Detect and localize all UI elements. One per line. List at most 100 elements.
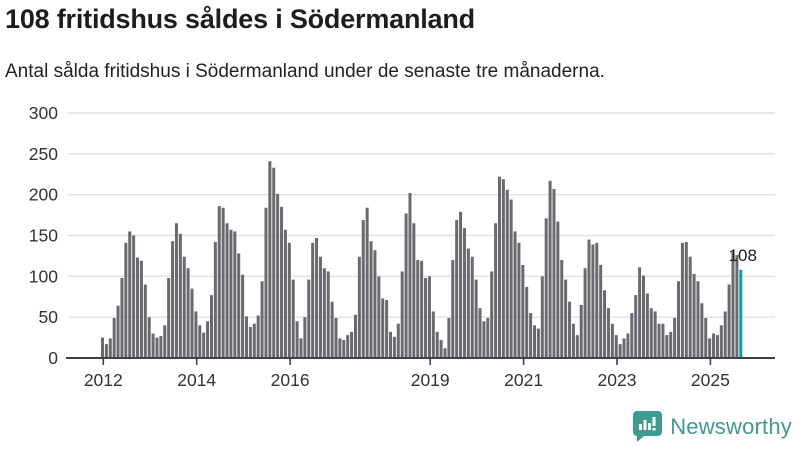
bar	[719, 325, 723, 358]
bar	[591, 244, 595, 358]
bar	[505, 189, 509, 358]
bar	[548, 180, 552, 358]
bar	[264, 207, 268, 358]
bar	[610, 323, 614, 358]
bar	[416, 260, 420, 358]
bar	[638, 267, 642, 358]
bar	[634, 295, 638, 358]
bar	[677, 281, 681, 358]
bar	[291, 279, 295, 358]
bar	[408, 193, 412, 358]
bar	[575, 335, 579, 358]
chart-subtitle: Antal sålda fritidshus i Södermanland un…	[5, 61, 605, 82]
bar	[350, 331, 354, 358]
newsworthy-bubble-chart-icon	[633, 411, 663, 442]
bar	[622, 338, 626, 358]
bar	[132, 235, 136, 358]
bar	[427, 276, 431, 358]
bar	[120, 277, 124, 358]
bar	[139, 260, 143, 358]
bar	[147, 317, 151, 358]
bar	[684, 242, 688, 358]
bar	[256, 315, 260, 358]
bar	[509, 199, 513, 358]
bar	[556, 221, 560, 358]
bar	[381, 298, 385, 358]
bar	[272, 167, 276, 358]
x-tick-label: 2019	[411, 370, 450, 390]
bar	[435, 331, 439, 358]
x-tick-label: 2014	[177, 370, 216, 390]
bar	[342, 340, 346, 358]
y-tick-label: 150	[29, 226, 58, 246]
bar	[715, 335, 719, 358]
bar	[182, 256, 186, 358]
bar	[353, 314, 357, 358]
bar	[606, 308, 610, 358]
y-tick-label: 50	[39, 307, 59, 327]
bar	[653, 311, 657, 358]
bar	[641, 275, 645, 358]
bar	[497, 176, 501, 358]
bar	[194, 311, 198, 358]
bar	[334, 317, 338, 358]
bar	[112, 317, 116, 358]
bar	[712, 333, 716, 358]
bar	[307, 279, 311, 358]
bar	[560, 260, 564, 358]
bar	[544, 218, 548, 358]
x-tick-label: 2016	[271, 370, 310, 390]
bar	[389, 331, 393, 358]
bar	[529, 313, 533, 358]
y-tick-label: 250	[29, 144, 58, 164]
bar	[237, 253, 241, 358]
bar	[330, 301, 334, 358]
bar	[206, 321, 210, 358]
bar	[163, 325, 167, 358]
x-tick-label: 2021	[504, 370, 543, 390]
bar	[688, 256, 692, 358]
bar	[365, 207, 369, 358]
bar	[128, 231, 132, 358]
bar	[108, 338, 112, 358]
bar	[583, 268, 587, 358]
bar-chart-svg: 0 50 100 150 200 250 300 2012 2014 2016 2019 2021 20…	[29, 103, 775, 390]
bar	[178, 233, 182, 358]
bar	[451, 260, 455, 358]
bar	[447, 317, 451, 358]
bar	[322, 268, 326, 358]
bar	[143, 284, 147, 358]
bar	[190, 288, 194, 358]
bar	[104, 344, 108, 358]
bar	[346, 335, 350, 358]
bar	[669, 331, 673, 358]
bar	[377, 276, 381, 358]
bar	[260, 281, 264, 358]
bar	[373, 250, 377, 358]
bar	[439, 340, 443, 358]
bar	[326, 271, 330, 358]
bar	[241, 274, 245, 358]
bar	[696, 281, 700, 358]
bar	[459, 211, 463, 358]
bar	[649, 308, 653, 358]
bar	[536, 328, 540, 358]
bar	[276, 193, 280, 358]
bar	[229, 229, 233, 358]
bar	[708, 338, 712, 358]
bar	[735, 255, 739, 358]
y-tick-label: 300	[29, 103, 58, 123]
newsworthy-logo[interactable]: Newsworthy	[632, 410, 792, 443]
bar	[455, 219, 459, 358]
bar	[396, 323, 400, 358]
bar	[400, 271, 404, 358]
bar	[283, 229, 287, 358]
newsworthy-wordmark: Newsworthy	[670, 413, 792, 439]
bar	[167, 277, 171, 358]
x-tick-label: 2025	[691, 370, 730, 390]
bar	[151, 333, 155, 358]
bar	[490, 271, 494, 358]
bar	[579, 304, 583, 358]
bar	[665, 335, 669, 358]
bar	[101, 337, 104, 358]
